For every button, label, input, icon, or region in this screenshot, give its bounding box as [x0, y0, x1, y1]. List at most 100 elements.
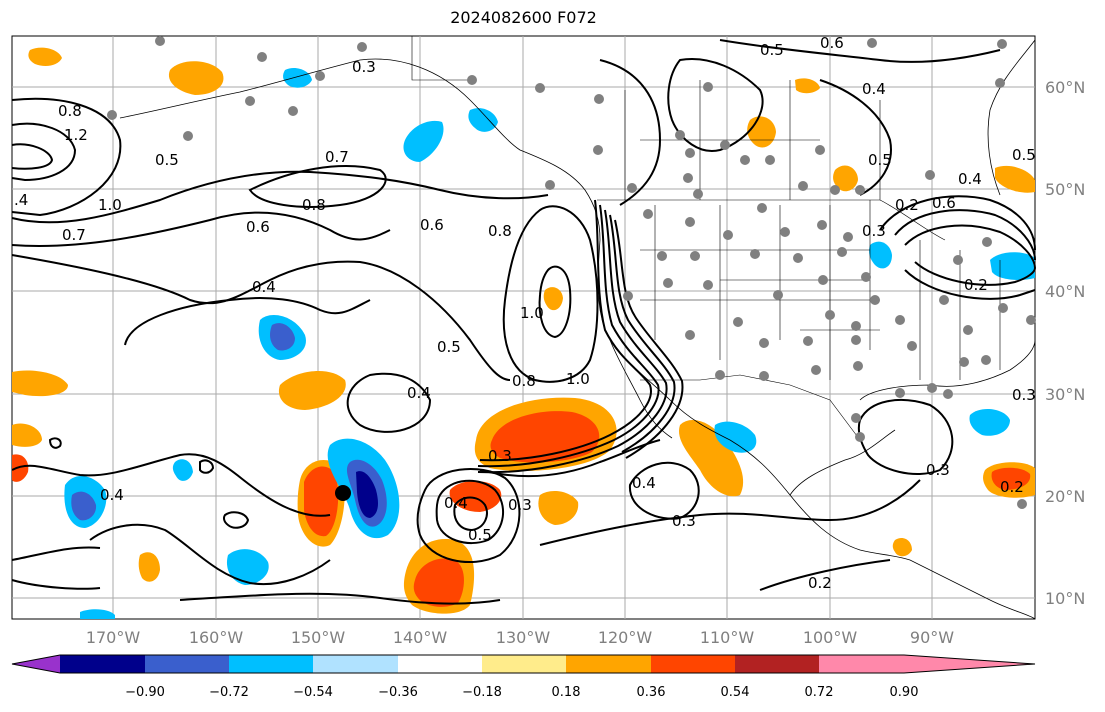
station-dot — [245, 96, 255, 106]
station-dot — [861, 272, 871, 282]
station-dot — [663, 278, 673, 288]
lon-label: 110°W — [700, 628, 755, 647]
station-dot — [723, 230, 733, 240]
station-dot — [720, 140, 730, 150]
warm-anomaly-patch — [833, 165, 858, 192]
cool-anomaly-patch — [990, 252, 1035, 280]
contour-line — [479, 199, 652, 462]
contour-line — [179, 592, 501, 605]
strong-warm-anomaly-patch — [304, 466, 339, 537]
contour-line — [667, 58, 764, 152]
lat-label: 10°N — [1045, 589, 1085, 608]
contour-label: 0.4 — [252, 278, 276, 296]
contour-label: 0.6 — [820, 34, 844, 52]
station-dot — [811, 365, 821, 375]
lat-label: 20°N — [1045, 487, 1085, 506]
cool-anomaly-patch — [270, 323, 295, 351]
cool-anomaly-patch — [869, 241, 892, 269]
colorbar-extend-low — [12, 655, 60, 673]
colorbar-tick-label: 0.54 — [721, 685, 750, 700]
lon-label: 140°W — [393, 628, 448, 647]
warm-anomaly-patch — [278, 370, 346, 410]
cool-anomaly-patch — [403, 120, 444, 162]
warm-anomaly-patch — [892, 538, 912, 557]
cool-anomaly-patch — [172, 459, 193, 481]
contour-label: 0.5 — [868, 151, 892, 169]
station-dot — [750, 249, 760, 259]
contour-line — [435, 479, 505, 545]
colorbar-tick-label: −0.18 — [462, 685, 502, 700]
station-dot — [357, 42, 367, 52]
station-dot — [1017, 499, 1027, 509]
cool-anomaly-patch — [283, 68, 312, 88]
warm-anomaly-patch — [795, 78, 820, 94]
cool-anomaly-patch — [468, 108, 498, 132]
colorbar-tick-label: 0.72 — [805, 685, 834, 700]
colorbar-tick-label: −0.72 — [209, 685, 249, 700]
colorbar-tick-label: −0.90 — [125, 685, 165, 700]
cool-anomaly-patch — [969, 408, 1010, 436]
colorbar-swatch — [482, 655, 566, 673]
contour-line — [502, 205, 599, 383]
station-dot — [851, 335, 861, 345]
cool-anomaly-patch — [714, 421, 757, 453]
station-dot — [780, 227, 790, 237]
contour-line — [48, 437, 62, 449]
contour-label: 0.5 — [1012, 146, 1036, 164]
contour-line — [477, 204, 660, 468]
colorbar-tick-label: −0.54 — [293, 685, 333, 700]
contour-label: 0.5 — [468, 526, 492, 544]
station-dot — [593, 145, 603, 155]
station-dot — [793, 253, 803, 263]
station-dot — [759, 338, 769, 348]
station-dot — [997, 39, 1007, 49]
station-dot — [627, 183, 637, 193]
longitude-labels: 170°W 160°W 150°W 140°W 130°W 120°W 110°… — [86, 628, 954, 647]
station-dot — [693, 189, 703, 199]
station-dot — [107, 110, 117, 120]
station-dot — [943, 389, 953, 399]
station-dot — [998, 303, 1008, 313]
cool-anomaly-patch — [71, 491, 97, 521]
contour-line — [614, 219, 684, 459]
warm-anomaly-patch — [28, 47, 62, 66]
station-dot — [818, 275, 828, 285]
station-dot — [675, 130, 685, 140]
contour-label: 1.2 — [64, 126, 88, 144]
contour-line — [223, 511, 250, 529]
mexico-gulf-coast — [789, 429, 896, 496]
contour-label: 0.8 — [512, 372, 536, 390]
contour-line — [819, 79, 892, 196]
warm-anomaly-patch — [679, 420, 744, 497]
cool-anomaly-patch — [80, 609, 115, 619]
contour-line — [11, 97, 122, 217]
contour-line — [628, 461, 700, 520]
warm-anomaly-patch — [168, 61, 224, 95]
station-dot — [155, 36, 165, 46]
station-dot — [851, 321, 861, 331]
station-markers — [107, 36, 1036, 509]
station-dot — [623, 291, 633, 301]
station-dot — [643, 209, 653, 219]
station-dot — [657, 251, 667, 261]
contour-label: 0.5 — [760, 41, 784, 59]
colorbar-tick-label: −0.36 — [378, 685, 418, 700]
canada-province-borders — [624, 80, 881, 200]
station-dot — [765, 155, 775, 165]
contour-label: 1.0 — [566, 370, 590, 388]
latitude-labels: 60°N 50°N 40°N 30°N 20°N 10°N — [1045, 78, 1085, 608]
contour-label: 0.8 — [58, 102, 82, 120]
contour-line — [914, 261, 1036, 286]
station-dot — [683, 173, 693, 183]
contour-line — [759, 559, 891, 591]
lon-label: 90°W — [910, 628, 954, 647]
contour-line — [11, 453, 331, 517]
station-dot — [895, 388, 905, 398]
colorbar-tick-label: 0.18 — [552, 685, 581, 700]
contour-line — [416, 467, 521, 563]
contour-label: 0.3 — [508, 496, 532, 514]
station-dot — [715, 370, 725, 380]
station-dot — [855, 432, 865, 442]
station-dot — [535, 83, 545, 93]
station-dot — [685, 217, 695, 227]
